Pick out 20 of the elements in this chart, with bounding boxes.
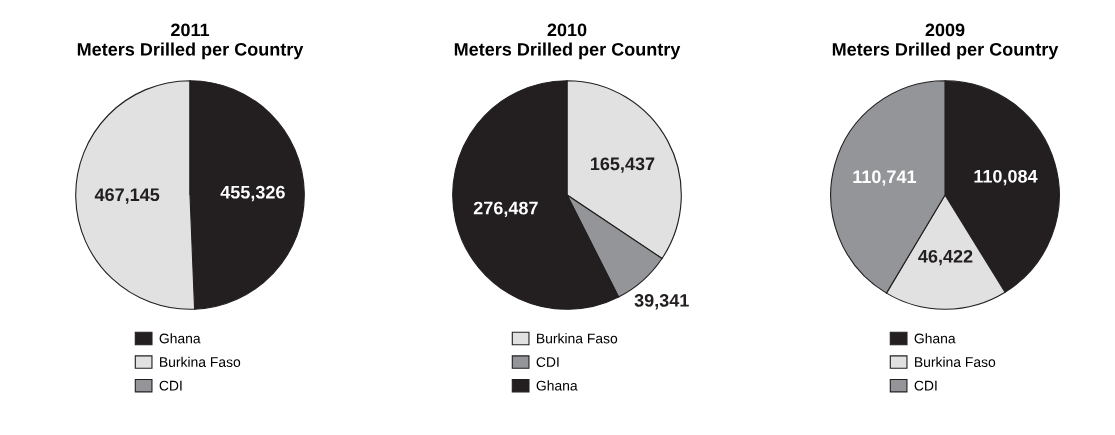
data-label: 467,145 bbox=[94, 188, 160, 204]
legend-label: Burkina Faso bbox=[915, 356, 996, 367]
legend-label: Ghana bbox=[159, 333, 201, 344]
legend-label: Ghana bbox=[536, 380, 578, 391]
data-label: 46,422 bbox=[918, 249, 973, 266]
chart-title: 2010 Meters Drilled per Country bbox=[454, 23, 681, 60]
data-label: 276,487 bbox=[473, 201, 538, 218]
data-label: 39,341 bbox=[634, 294, 689, 310]
legend-label: CDI bbox=[914, 380, 937, 391]
chart-title: 2011 Meters Drilled per Country bbox=[77, 23, 304, 60]
legend-label: CDI bbox=[159, 380, 182, 391]
data-label: 455,326 bbox=[220, 185, 285, 202]
legend-label: CDI bbox=[536, 357, 559, 367]
legend-label: Burkina Faso bbox=[537, 333, 618, 344]
data-label: 110,741 bbox=[853, 170, 917, 186]
legend-label: Ghana bbox=[914, 333, 956, 344]
chart-title: 2009 Meters Drilled per Country bbox=[832, 23, 1059, 60]
data-label: 110,084 bbox=[974, 169, 1038, 186]
legend-label: Burkina Faso bbox=[160, 356, 241, 367]
data-label: 165,437 bbox=[590, 157, 655, 173]
